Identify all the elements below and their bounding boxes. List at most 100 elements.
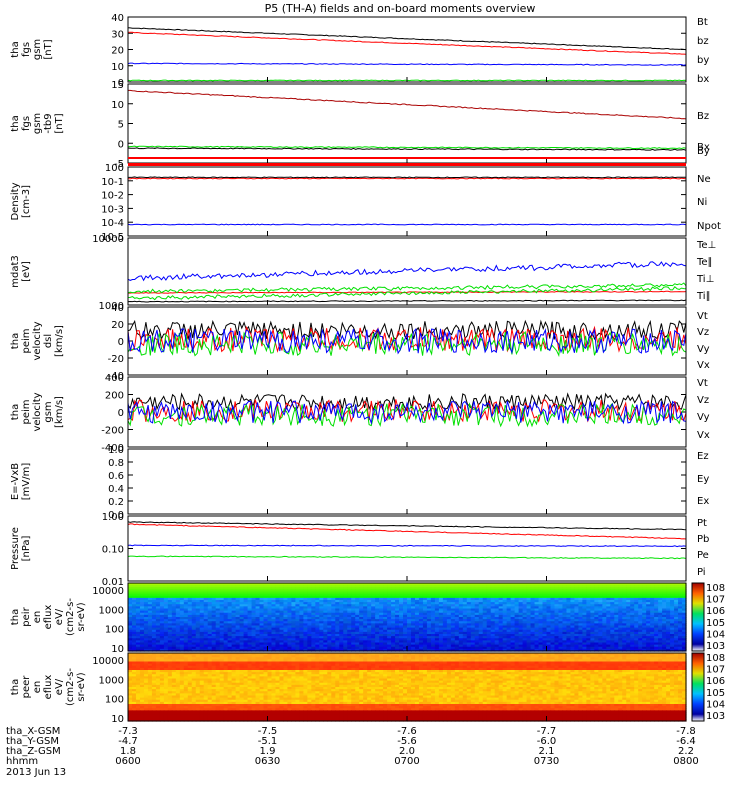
heatmap-cell bbox=[534, 604, 540, 607]
heatmap-cell bbox=[263, 655, 269, 658]
colorbar-label: 104 bbox=[706, 629, 725, 640]
heatmap-cell bbox=[510, 640, 516, 644]
heatmap-cell bbox=[650, 617, 655, 620]
heatmap-cell bbox=[259, 631, 265, 635]
heatmap-cell bbox=[670, 612, 675, 616]
heatmap-cell bbox=[522, 602, 528, 605]
heatmap-cell bbox=[211, 604, 217, 607]
heatmap-cell bbox=[159, 627, 165, 631]
heatmap-cell bbox=[343, 591, 348, 595]
heatmap-cell bbox=[678, 653, 683, 656]
heatmap-cell bbox=[630, 585, 635, 588]
heatmap-cell bbox=[634, 593, 639, 597]
heatmap-cell bbox=[359, 629, 364, 633]
heatmap-cell bbox=[474, 648, 480, 652]
heatmap-cell bbox=[271, 634, 277, 637]
heatmap-cell bbox=[470, 610, 476, 614]
heatmap-cell bbox=[502, 629, 508, 633]
heatmap-cell bbox=[223, 636, 229, 639]
heatmap-cell bbox=[582, 604, 587, 607]
heatmap-cell bbox=[299, 604, 304, 607]
heatmap-cell bbox=[147, 634, 153, 637]
heatmap-cell bbox=[407, 642, 412, 646]
heatmap-cell bbox=[207, 604, 213, 607]
heatmap-cell bbox=[403, 646, 408, 650]
heatmap-cell bbox=[550, 644, 556, 648]
heatmap-cell bbox=[530, 593, 536, 597]
heatmap-cell bbox=[434, 604, 440, 607]
heatmap-cell bbox=[518, 606, 524, 610]
heatmap-cell bbox=[351, 640, 356, 644]
heatmap-cell bbox=[279, 636, 285, 639]
heatmap-cell bbox=[578, 625, 583, 629]
heatmap-cell bbox=[311, 627, 316, 631]
heatmap-cell bbox=[243, 638, 249, 641]
heatmap-cell bbox=[438, 638, 444, 641]
heatmap-cell bbox=[558, 591, 564, 595]
heatmap-cell bbox=[391, 585, 396, 588]
heatmap-cell bbox=[442, 600, 448, 603]
heatmap-cell bbox=[662, 627, 667, 631]
heatmap-cell bbox=[642, 589, 647, 593]
heatmap-cell bbox=[343, 623, 348, 627]
heatmap-cell bbox=[219, 593, 225, 597]
heatmap-cell bbox=[650, 625, 655, 629]
heatmap-cell bbox=[418, 640, 424, 644]
heatmap-cell bbox=[179, 636, 185, 639]
heatmap-cell bbox=[128, 614, 133, 618]
heatmap-cell bbox=[622, 591, 627, 595]
heatmap-cell bbox=[678, 619, 683, 622]
heatmap-cell bbox=[159, 648, 165, 652]
heatmap-cell bbox=[550, 587, 556, 590]
heatmap-cell bbox=[454, 612, 460, 616]
heatmap-cell bbox=[446, 583, 452, 586]
heatmap-cell bbox=[255, 589, 261, 593]
heatmap-cell bbox=[367, 621, 372, 624]
heatmap-cell bbox=[582, 583, 587, 586]
heatmap-cell bbox=[251, 602, 257, 605]
heatmap-cell bbox=[550, 589, 556, 593]
heatmap-cell bbox=[578, 636, 583, 639]
heatmap-cell bbox=[359, 646, 364, 650]
heatmap-cell bbox=[522, 587, 528, 590]
heatmap-cell bbox=[658, 634, 663, 637]
heatmap-cell bbox=[351, 597, 356, 601]
heatmap-cell bbox=[235, 646, 241, 650]
heatmap-cell bbox=[327, 591, 332, 595]
heatmap-cell bbox=[128, 642, 133, 646]
heatmap-cell bbox=[131, 640, 137, 644]
heatmap-cell bbox=[255, 638, 261, 641]
heatmap-cell bbox=[454, 610, 460, 614]
heatmap-cell bbox=[211, 593, 217, 597]
heatmap-cell bbox=[630, 629, 635, 633]
heatmap-cell bbox=[351, 631, 356, 635]
heatmap-cell bbox=[295, 587, 300, 590]
heatmap-cell bbox=[514, 589, 520, 593]
heatmap-cell bbox=[379, 610, 384, 614]
heatmap-cell bbox=[315, 602, 320, 605]
heatmap-cell bbox=[403, 655, 408, 658]
heatmap-cell bbox=[179, 634, 185, 637]
heatmap-cell bbox=[331, 646, 336, 650]
heatmap-cell bbox=[466, 602, 472, 605]
heatmap-cell bbox=[295, 621, 300, 624]
heatmap-cell bbox=[251, 612, 257, 616]
heatmap-cell bbox=[307, 612, 312, 616]
heatmap-cell bbox=[486, 644, 492, 648]
heatmap-cell bbox=[434, 642, 440, 646]
heatmap-cell bbox=[438, 597, 444, 601]
heatmap-cell bbox=[650, 602, 655, 605]
heatmap-cell bbox=[227, 646, 233, 650]
heatmap-cell bbox=[171, 634, 177, 637]
heatmap-cell bbox=[167, 606, 173, 610]
series-line-Pb bbox=[127, 523, 687, 540]
heatmap-cell bbox=[163, 653, 169, 656]
heatmap-cell bbox=[558, 585, 564, 588]
heatmap-cell bbox=[478, 646, 484, 650]
heatmap-cell bbox=[247, 600, 253, 603]
heatmap-cell bbox=[231, 606, 237, 610]
heatmap-cell bbox=[299, 602, 304, 605]
y-axis-label: [cm-3] bbox=[21, 185, 32, 218]
heatmap-cell bbox=[211, 655, 217, 658]
heatmap-cell bbox=[287, 589, 293, 593]
